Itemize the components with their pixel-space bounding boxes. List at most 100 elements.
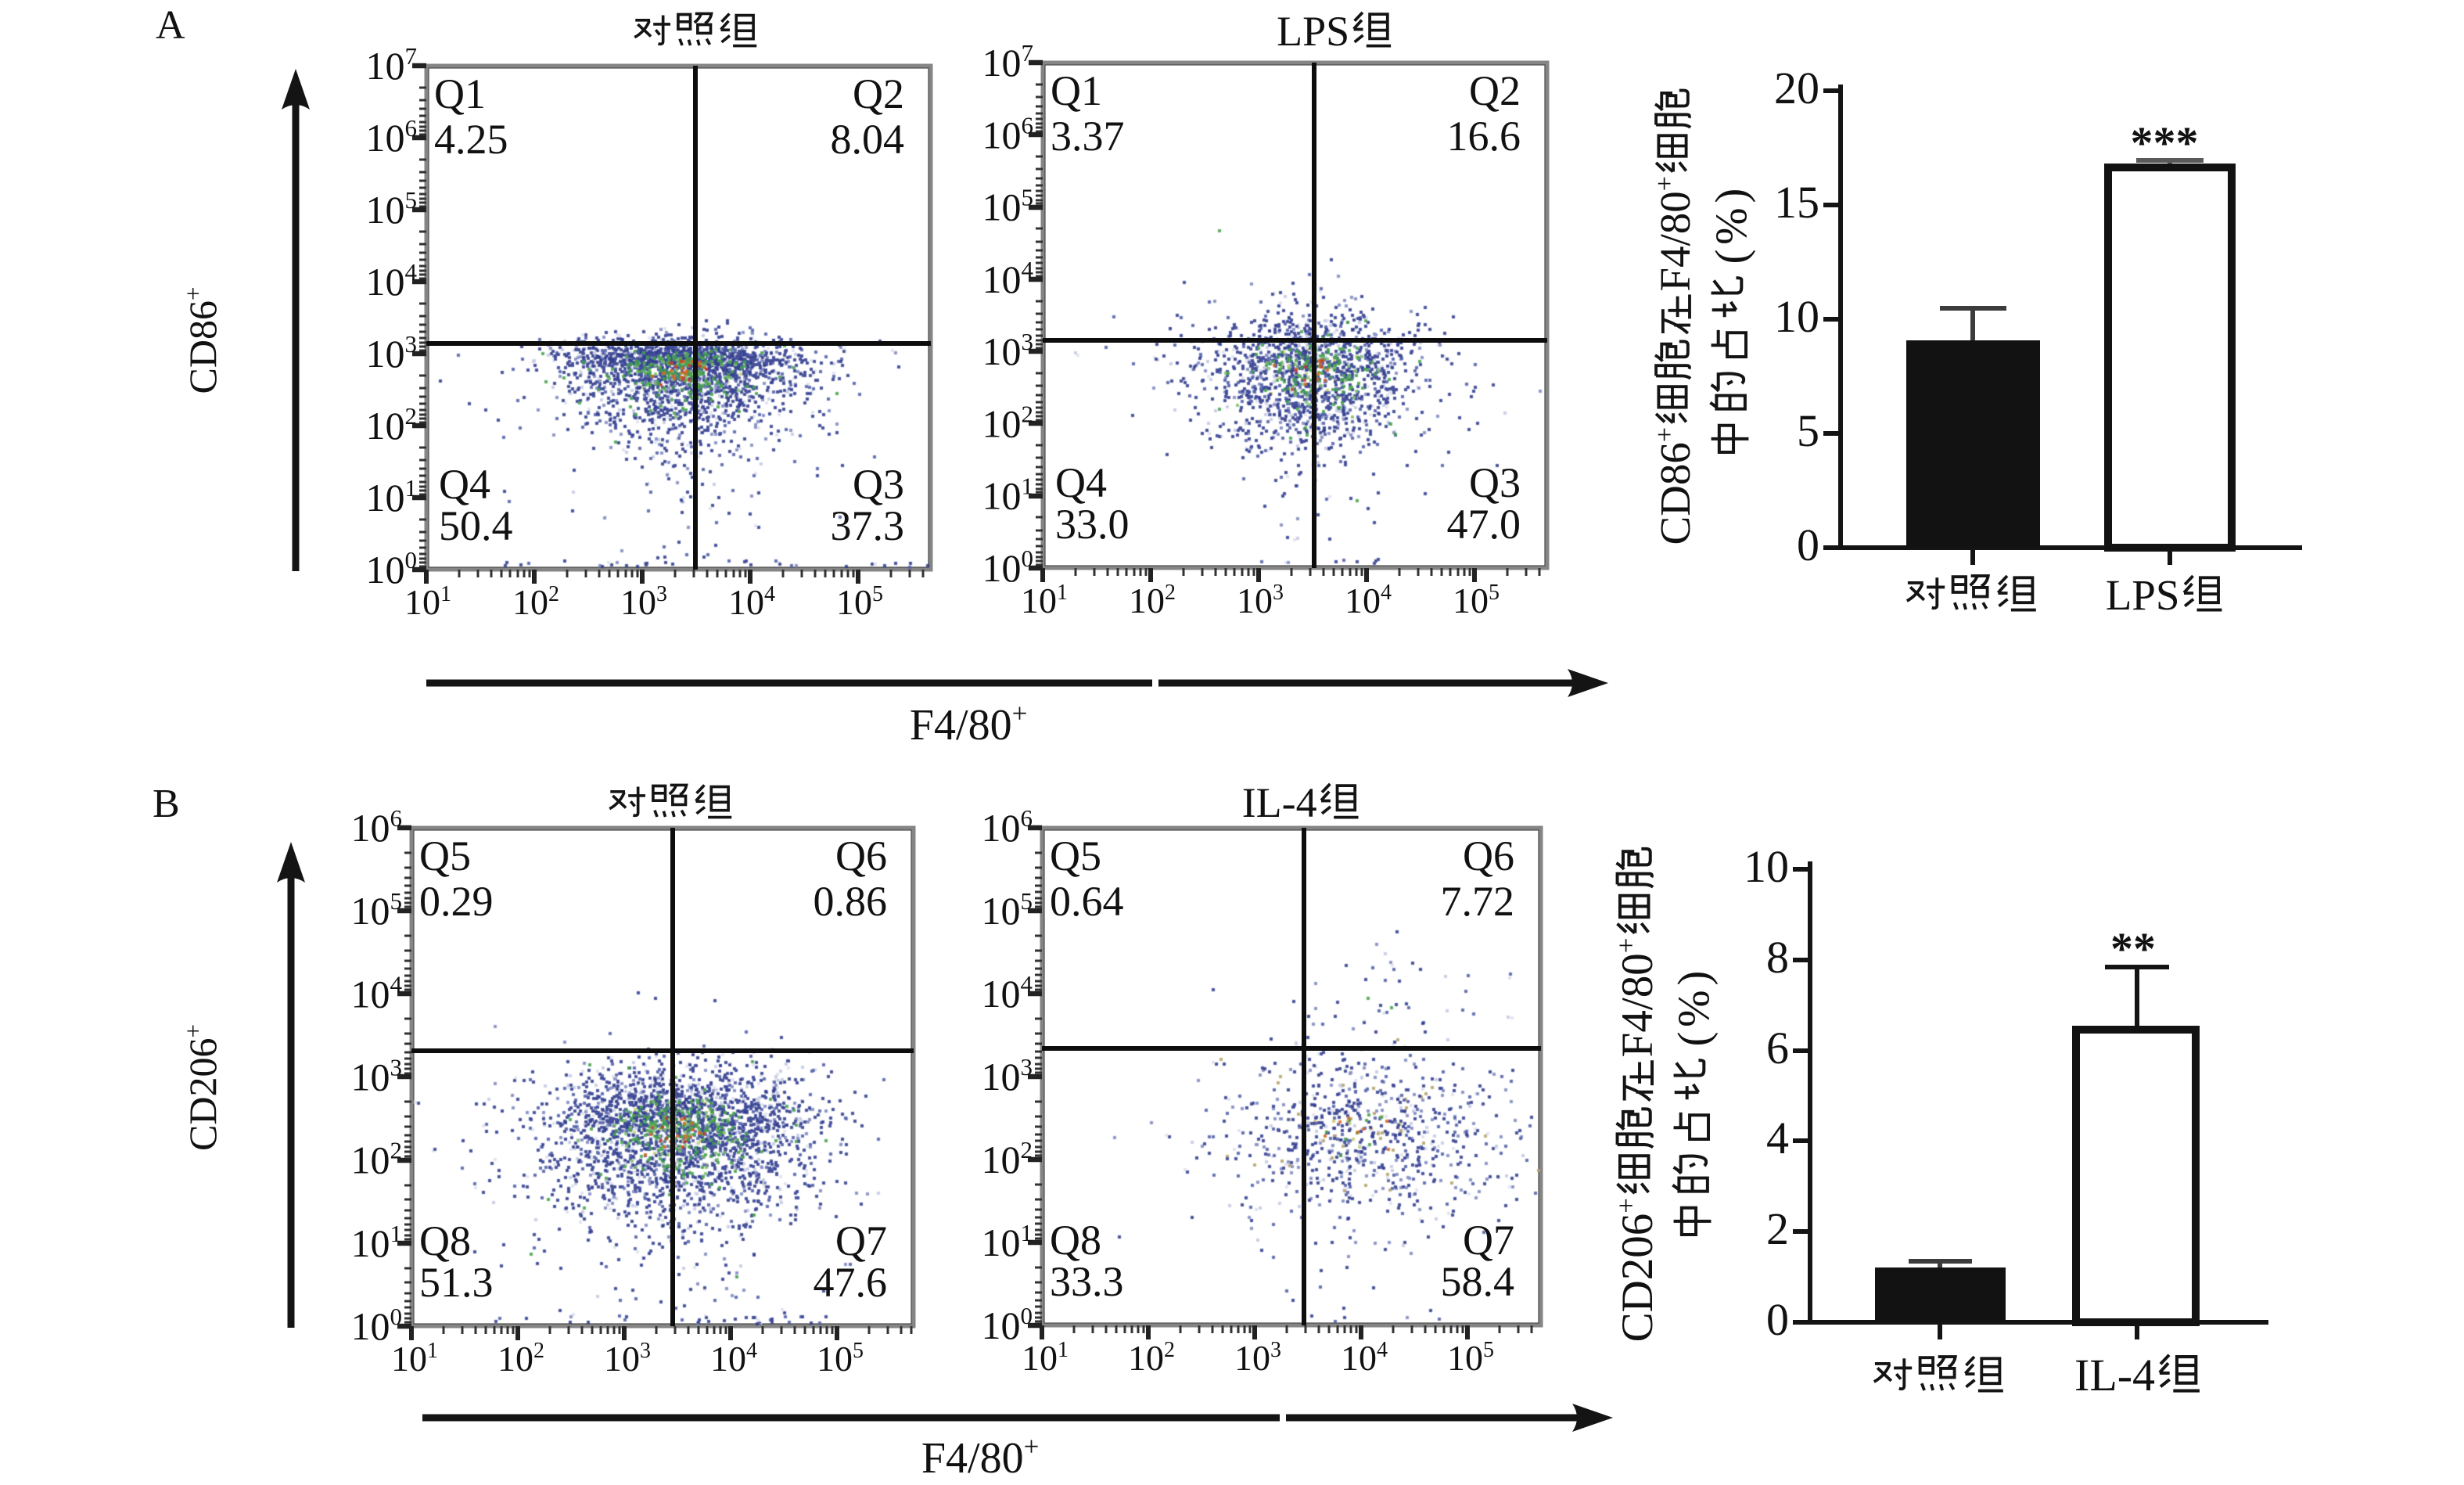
svg-text:101: 101	[1021, 581, 1068, 620]
svg-text:33.3: 33.3	[1050, 1258, 1124, 1305]
svg-text:37.3: 37.3	[831, 502, 905, 549]
svg-text:0.29: 0.29	[419, 878, 494, 925]
svg-text:50.4: 50.4	[439, 502, 513, 549]
svg-text:0.86: 0.86	[814, 878, 888, 925]
svg-text:103: 103	[1234, 1338, 1281, 1378]
svg-text:104: 104	[982, 256, 1034, 301]
svg-text:B: B	[153, 782, 180, 826]
svg-text:102: 102	[512, 582, 559, 622]
svg-text:Q2: Q2	[1469, 67, 1521, 114]
svg-text:104: 104	[351, 970, 403, 1016]
svg-text:Q4: Q4	[439, 461, 490, 508]
svg-text:CD206: CD206	[1613, 1214, 1662, 1343]
svg-text:105: 105	[982, 184, 1034, 229]
svg-text:**: **	[2110, 923, 2156, 974]
svg-text:103: 103	[982, 328, 1034, 373]
svg-text:Q7: Q7	[835, 1217, 887, 1264]
svg-text:A: A	[156, 3, 185, 48]
svg-text:Q6: Q6	[835, 832, 887, 879]
svg-text:10: 10	[1744, 841, 1789, 892]
svg-text:2: 2	[1766, 1203, 1789, 1254]
svg-text:107: 107	[366, 42, 418, 88]
svg-text:101: 101	[1022, 1338, 1069, 1378]
svg-text:4: 4	[1766, 1113, 1789, 1163]
svg-text:102: 102	[1128, 1338, 1175, 1378]
svg-text:104: 104	[982, 970, 1033, 1016]
svg-text:101: 101	[366, 474, 418, 520]
svg-text:102: 102	[982, 1136, 1033, 1181]
svg-text:Q2: Q2	[853, 70, 904, 117]
svg-text:105: 105	[836, 582, 883, 622]
svg-text:+: +	[1024, 1432, 1040, 1462]
svg-text:+: +	[1611, 937, 1641, 953]
svg-text:Q5: Q5	[419, 832, 471, 879]
svg-text:Q8: Q8	[1050, 1217, 1101, 1264]
svg-text:Q5: Q5	[1050, 832, 1101, 879]
svg-text:0: 0	[1797, 520, 1819, 570]
svg-text:105: 105	[1447, 1338, 1494, 1378]
svg-text:IL-4: IL-4	[2074, 1350, 2155, 1401]
svg-text:Q7: Q7	[1463, 1217, 1514, 1264]
svg-text:102: 102	[1129, 581, 1176, 620]
svg-text:F4/80: F4/80	[1651, 191, 1699, 291]
svg-text:102: 102	[497, 1339, 544, 1379]
svg-text:5: 5	[1797, 405, 1819, 456]
svg-text:Q4: Q4	[1055, 459, 1107, 506]
svg-text:3.37: 3.37	[1051, 113, 1125, 160]
svg-text:+: +	[1012, 699, 1028, 729]
svg-text:6: 6	[1766, 1023, 1789, 1073]
svg-text:10: 10	[1774, 291, 1819, 342]
svg-text:105: 105	[366, 186, 418, 232]
svg-text:102: 102	[351, 1137, 403, 1182]
svg-text:Q1: Q1	[1051, 67, 1102, 114]
svg-text:Q3: Q3	[1469, 459, 1521, 506]
svg-text:104: 104	[1341, 1338, 1388, 1378]
svg-text:105: 105	[817, 1339, 864, 1379]
svg-text:106: 106	[351, 804, 403, 850]
svg-text:+: +	[1650, 427, 1679, 442]
svg-text:58.4: 58.4	[1441, 1258, 1515, 1305]
svg-text:105: 105	[982, 887, 1033, 933]
svg-text:Q1: Q1	[434, 70, 486, 117]
svg-text:+: +	[179, 1024, 207, 1037]
svg-text:102: 102	[366, 402, 418, 448]
svg-text:105: 105	[351, 887, 403, 933]
svg-text:4.25: 4.25	[434, 116, 508, 163]
svg-text:7.72: 7.72	[1441, 878, 1515, 925]
svg-text:106: 106	[982, 111, 1034, 156]
svg-text:107: 107	[982, 39, 1034, 84]
svg-text:33.0: 33.0	[1055, 501, 1130, 548]
svg-text:101: 101	[982, 473, 1034, 518]
svg-text:51.3: 51.3	[419, 1259, 494, 1306]
svg-text:15: 15	[1774, 177, 1819, 228]
svg-text:F4/80: F4/80	[921, 1434, 1024, 1483]
svg-text:103: 103	[982, 1053, 1033, 1098]
svg-text:LPS: LPS	[1277, 8, 1349, 55]
svg-text:Q3: Q3	[853, 461, 904, 508]
svg-text:47.6: 47.6	[814, 1259, 888, 1306]
svg-text:0.64: 0.64	[1050, 878, 1124, 925]
svg-text:LPS: LPS	[2106, 571, 2180, 619]
svg-text:CD86: CD86	[181, 300, 224, 394]
svg-text:(: (	[1669, 1032, 1719, 1047]
svg-text:CD86: CD86	[1651, 442, 1699, 545]
svg-text:): )	[1707, 189, 1756, 203]
svg-text:103: 103	[620, 582, 667, 622]
svg-text:104: 104	[1345, 581, 1392, 620]
svg-text:101: 101	[404, 582, 451, 622]
svg-text:CD206: CD206	[181, 1038, 224, 1151]
svg-text:F4/80: F4/80	[1613, 953, 1662, 1057]
svg-text:8: 8	[1766, 932, 1789, 983]
svg-text:Q8: Q8	[419, 1217, 471, 1264]
svg-text:102: 102	[982, 400, 1034, 445]
svg-text:101: 101	[351, 1220, 403, 1265]
svg-text:+: +	[1611, 1198, 1641, 1214]
svg-text:47.0: 47.0	[1447, 501, 1521, 548]
svg-text:%: %	[1669, 990, 1719, 1027]
svg-text:Q6: Q6	[1463, 832, 1514, 879]
svg-text:***: ***	[2131, 117, 2199, 168]
svg-text:106: 106	[366, 114, 418, 160]
svg-text:+: +	[1650, 176, 1679, 191]
svg-text:104: 104	[366, 258, 418, 304]
svg-text:103: 103	[1237, 581, 1284, 620]
